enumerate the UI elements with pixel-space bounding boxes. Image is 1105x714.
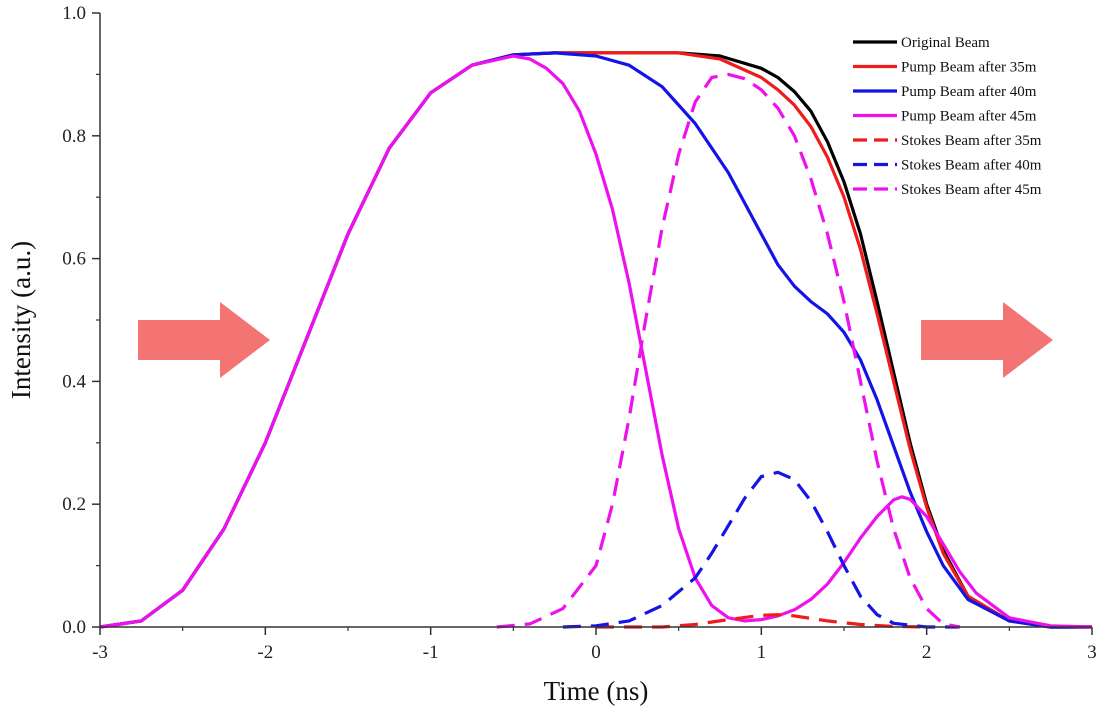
x-tick-label: -2 [257,642,273,663]
y-tick-label: 1.0 [62,3,86,24]
x-tick-label: 2 [922,642,932,663]
x-tick-label: -3 [92,642,108,663]
y-tick-label: 0.6 [62,249,86,270]
arrow-left-middle [138,302,270,378]
series-line-stokes-beam-after-45m [496,72,960,629]
x-ticks: -3 -2 -1 0 1 2 3 [92,627,1097,663]
x-tick-label: 3 [1087,642,1097,663]
legend: Original Beam Pump Beam after 35m Pump Bea… [853,35,1042,198]
y-ticks: 0.0 0.2 0.4 0.6 0.8 1.0 [62,3,100,638]
legend-label: Stokes Beam after 40m [901,158,1042,174]
legend-label: Pump Beam after 35m [901,60,1037,76]
legend-label: Original Beam [901,35,990,51]
series-line-stokes-beam-after-35m [596,613,927,629]
arrows-layer [138,302,1053,378]
legend-label: Pump Beam after 40m [901,84,1037,100]
axes: -3 -2 -1 0 1 2 3 0.0 0.2 0.4 0.6 0.8 1.0 [62,3,1097,663]
y-tick-label: 0.2 [62,494,86,515]
legend-label: Pump Beam after 45m [901,109,1037,125]
legend-label: Stokes Beam after 35m [901,133,1042,149]
series-line-stokes-beam-after-40m [562,470,960,629]
y-tick-label: 0.0 [62,617,86,638]
x-tick-label: -1 [423,642,439,663]
y-axis-label: Intensity (a.u.) [6,241,36,399]
y-tick-label: 0.4 [62,371,86,392]
x-tick-label: 1 [757,642,767,663]
y-tick-label: 0.8 [62,126,86,147]
legend-label: Stokes Beam after 45m [901,182,1042,198]
x-tick-label: 0 [591,642,601,663]
arrow-right-middle [921,302,1053,378]
series-layer [99,51,1093,629]
x-axis-label: Time (ns) [544,676,649,706]
